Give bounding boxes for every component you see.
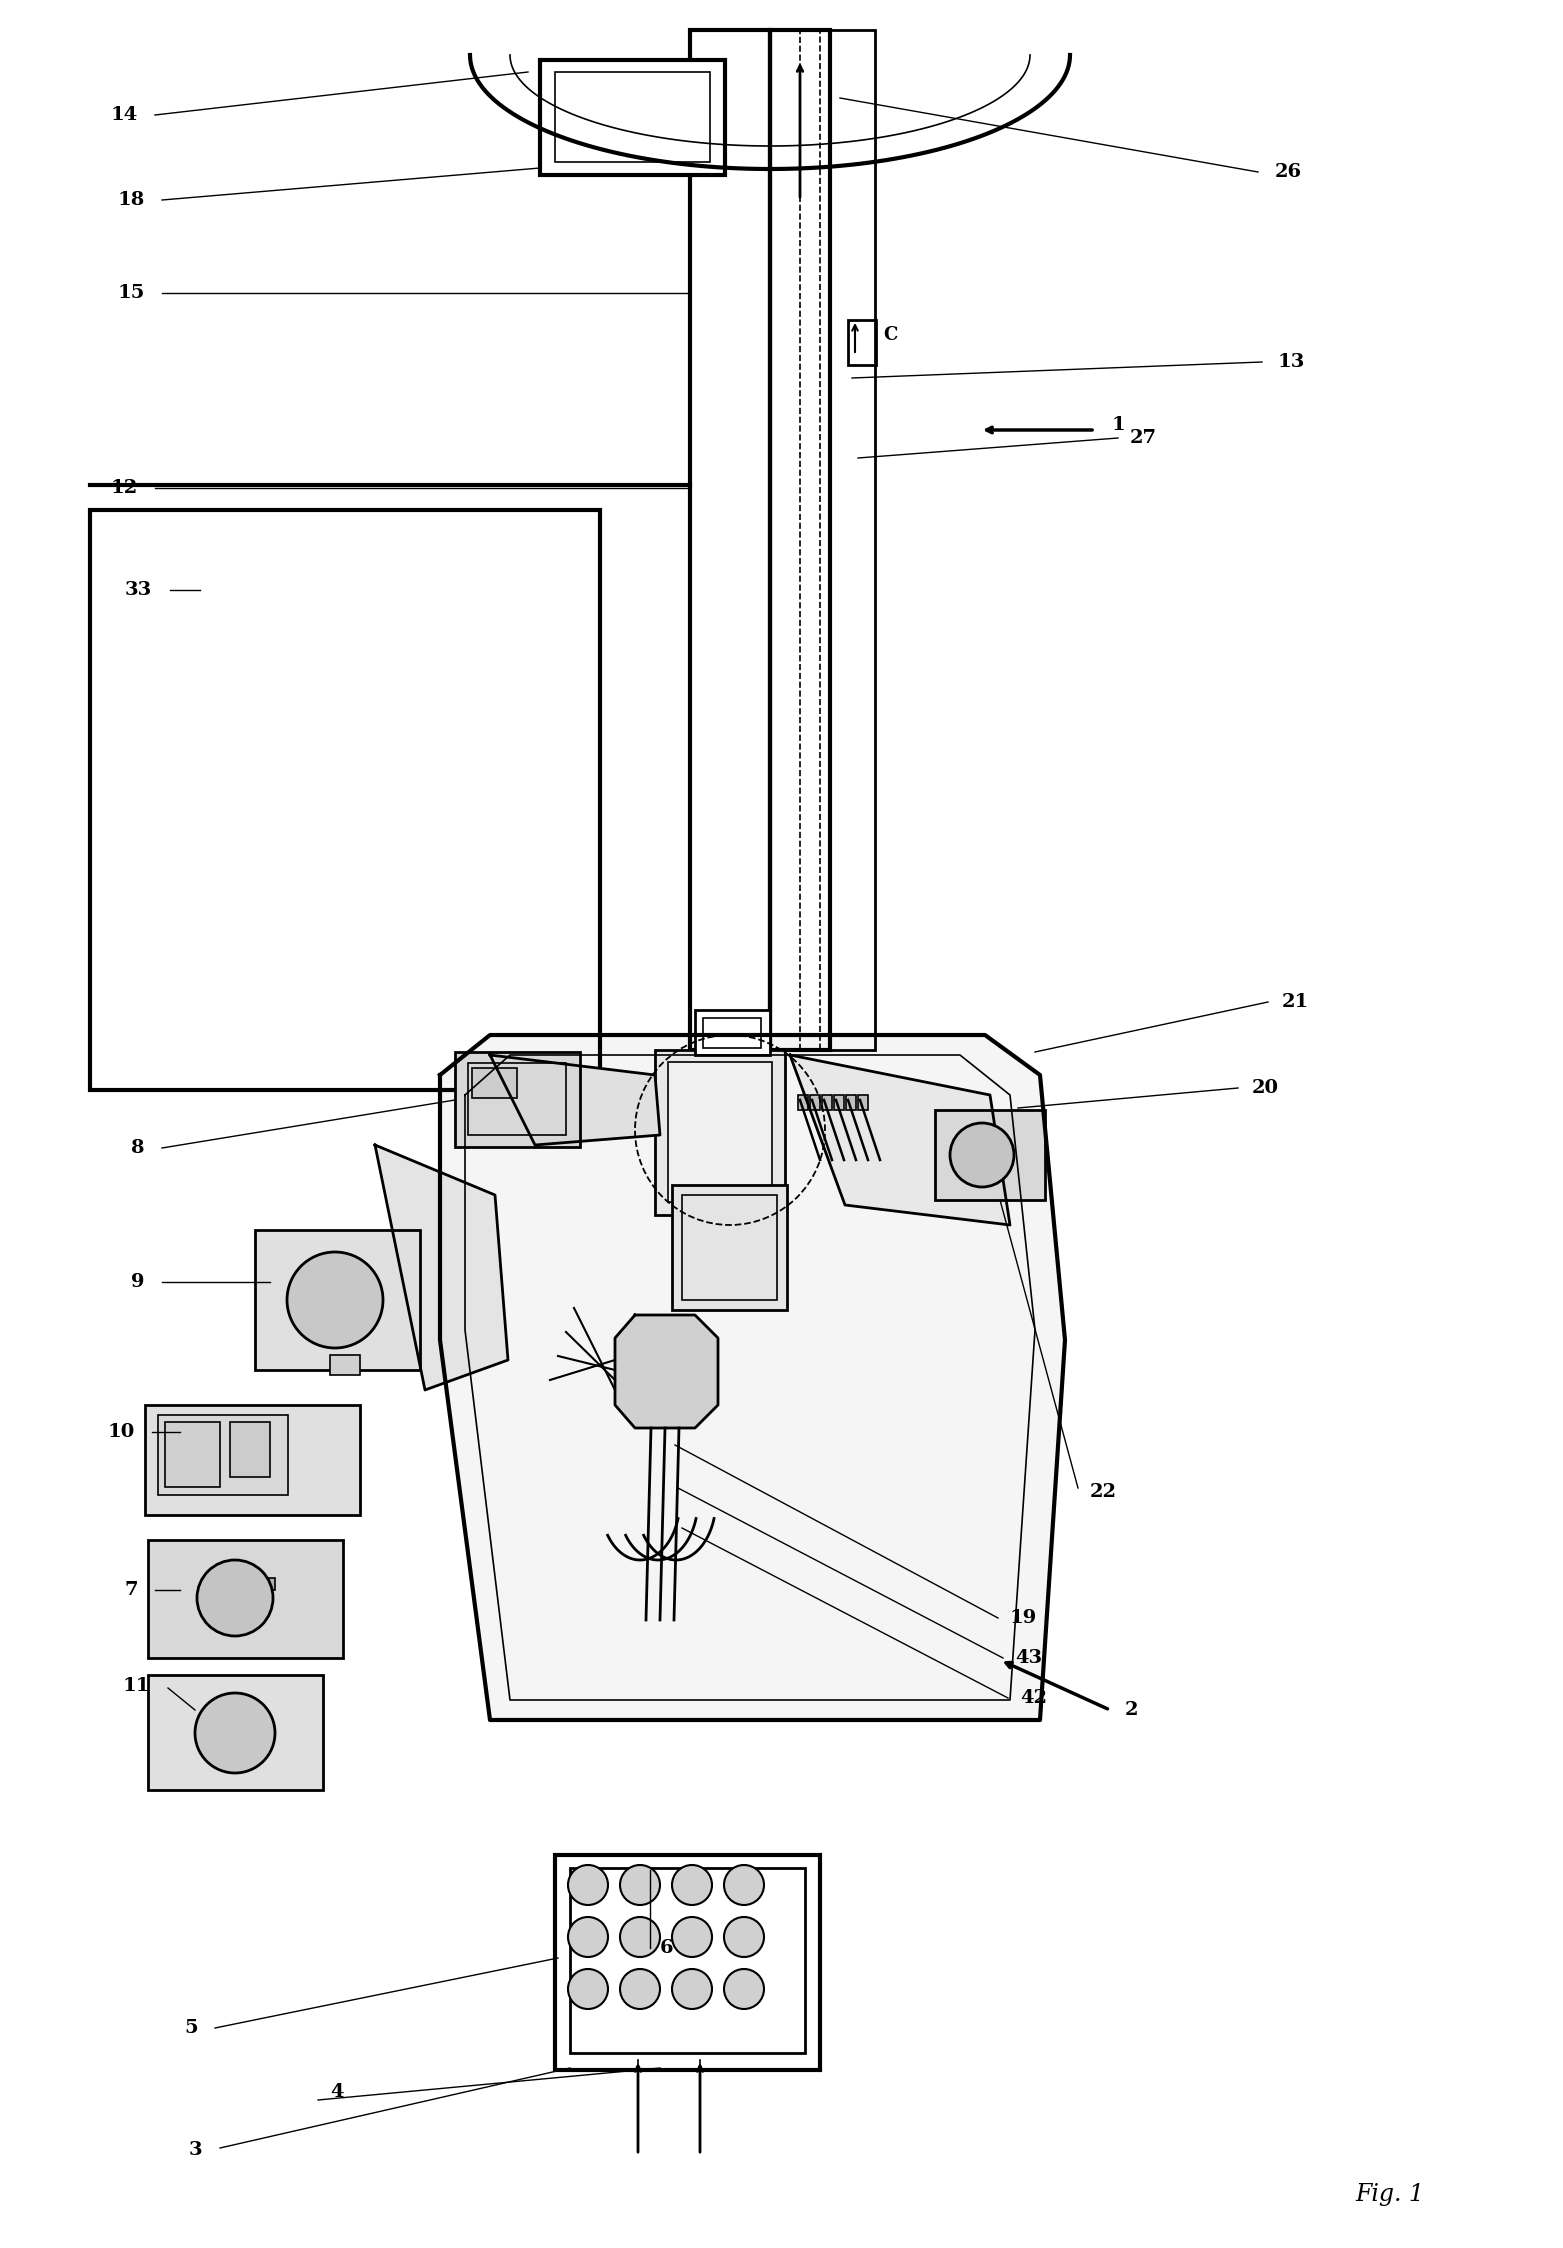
Text: 7: 7: [125, 1580, 138, 1598]
Circle shape: [724, 1969, 764, 2010]
Bar: [330, 1356, 359, 1376]
Circle shape: [672, 1969, 713, 2010]
Bar: [555, 1855, 821, 2070]
Text: 18: 18: [117, 191, 145, 209]
Text: 2: 2: [1125, 1702, 1138, 1720]
Bar: [166, 1423, 220, 1486]
Circle shape: [567, 1918, 608, 1958]
Circle shape: [672, 1866, 713, 1904]
Text: 9: 9: [131, 1272, 145, 1290]
Bar: [667, 1061, 772, 1203]
Bar: [849, 319, 875, 364]
Bar: [810, 1095, 821, 1111]
Text: 11: 11: [122, 1677, 150, 1695]
Bar: [148, 1675, 324, 1789]
Bar: [148, 1540, 342, 1659]
Text: 42: 42: [1021, 1688, 1047, 1706]
Bar: [655, 1050, 785, 1214]
Text: 22: 22: [1089, 1484, 1118, 1502]
Bar: [145, 1405, 359, 1515]
Bar: [467, 1063, 566, 1135]
Circle shape: [567, 1969, 608, 2010]
Bar: [935, 1111, 1046, 1200]
Bar: [455, 1052, 580, 1146]
Bar: [230, 1423, 270, 1477]
Circle shape: [950, 1124, 1014, 1187]
Circle shape: [197, 1560, 274, 1637]
Bar: [689, 29, 771, 1050]
Bar: [681, 1196, 777, 1299]
Text: 5: 5: [184, 2019, 199, 2037]
Bar: [555, 72, 710, 162]
Circle shape: [621, 1969, 660, 2010]
Polygon shape: [375, 1144, 508, 1389]
Bar: [799, 1095, 808, 1111]
Bar: [830, 29, 875, 1050]
Text: 21: 21: [1282, 994, 1310, 1012]
Text: 3: 3: [189, 2140, 202, 2158]
Text: 12: 12: [111, 479, 138, 497]
Circle shape: [288, 1252, 383, 1349]
Text: 33: 33: [125, 580, 152, 598]
Text: 1: 1: [1111, 416, 1125, 434]
Text: 6: 6: [660, 1940, 674, 1958]
Bar: [158, 1414, 288, 1495]
Text: Fig. 1: Fig. 1: [1355, 2183, 1424, 2208]
Text: C: C: [883, 326, 897, 344]
Circle shape: [672, 1918, 713, 1958]
Bar: [835, 1095, 844, 1111]
Text: 15: 15: [117, 283, 145, 301]
Text: 10: 10: [108, 1423, 134, 1441]
Text: 14: 14: [111, 106, 138, 124]
Polygon shape: [614, 1315, 717, 1427]
Text: 20: 20: [1252, 1079, 1279, 1097]
Circle shape: [567, 1866, 608, 1904]
Bar: [672, 1185, 788, 1311]
Bar: [539, 61, 725, 175]
Text: 19: 19: [1010, 1610, 1038, 1628]
Text: 13: 13: [1279, 353, 1305, 371]
Circle shape: [724, 1866, 764, 1904]
Circle shape: [195, 1693, 275, 1774]
Bar: [846, 1095, 857, 1111]
Text: 43: 43: [1014, 1650, 1043, 1668]
Bar: [259, 1578, 275, 1589]
Bar: [472, 1068, 517, 1097]
Bar: [800, 29, 821, 1050]
Circle shape: [621, 1866, 660, 1904]
Bar: [703, 1018, 761, 1048]
Bar: [771, 29, 830, 1050]
Text: 8: 8: [131, 1140, 145, 1158]
Polygon shape: [789, 1054, 1010, 1225]
Text: 4: 4: [330, 2084, 344, 2102]
Bar: [570, 1868, 805, 2052]
Polygon shape: [441, 1034, 1064, 1720]
Bar: [822, 1095, 832, 1111]
Polygon shape: [489, 1054, 660, 1144]
Circle shape: [621, 1918, 660, 1958]
Bar: [858, 1095, 867, 1111]
Circle shape: [724, 1918, 764, 1958]
Bar: [696, 1009, 771, 1054]
Text: 26: 26: [1275, 164, 1302, 182]
Bar: [255, 1230, 420, 1369]
Bar: [91, 510, 600, 1090]
Text: 27: 27: [1130, 429, 1157, 447]
